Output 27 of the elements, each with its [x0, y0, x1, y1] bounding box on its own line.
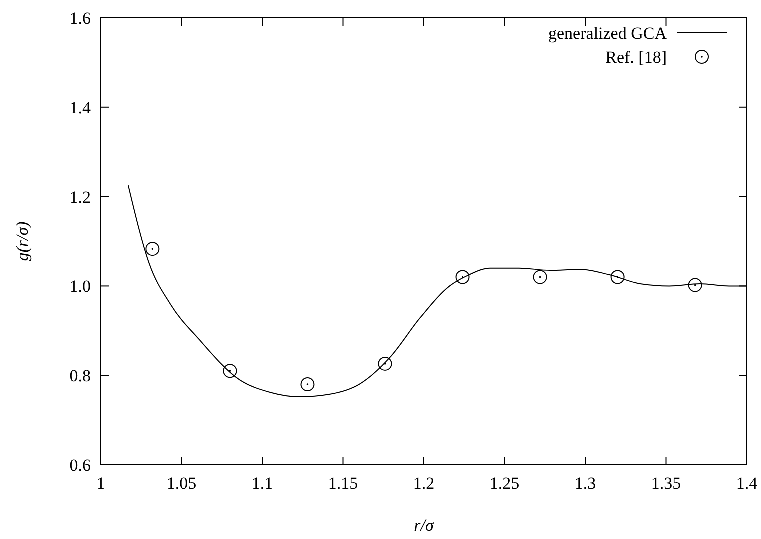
legend-label: Ref. [18] — [606, 48, 667, 67]
point — [610, 270, 625, 284]
point — [300, 378, 315, 392]
legend-label: generalized GCA — [548, 24, 668, 43]
point — [378, 356, 392, 371]
y-tick-label: 1.4 — [70, 98, 92, 118]
x-tick-label: 1.3 — [574, 474, 596, 493]
x-axis-title: r/σ — [414, 516, 434, 535]
point — [688, 278, 702, 292]
y-tick-label: 0.8 — [70, 366, 91, 386]
point — [146, 242, 160, 256]
point — [533, 270, 548, 284]
x-tick-label: 1.2 — [413, 474, 435, 493]
y-axis-title: g(r/σ) — [13, 221, 32, 262]
x-tick-label: 1.15 — [328, 474, 358, 493]
x-tick-label: 1.4 — [736, 474, 758, 493]
point — [223, 364, 238, 378]
y-tick-label: 1.2 — [70, 188, 91, 207]
x-tick-label: 1.25 — [490, 474, 520, 493]
x-tick-label: 1.05 — [166, 474, 197, 493]
y-tick-label: 1.6 — [70, 9, 91, 28]
x-tick-label: 1 — [96, 474, 106, 493]
y-tick-label: 0.6 — [70, 456, 91, 475]
point — [456, 270, 470, 284]
x-tick-label: 1.1 — [252, 474, 274, 493]
y-tick-label: 1.0 — [70, 277, 91, 296]
x-tick-label: 1.35 — [651, 474, 682, 493]
